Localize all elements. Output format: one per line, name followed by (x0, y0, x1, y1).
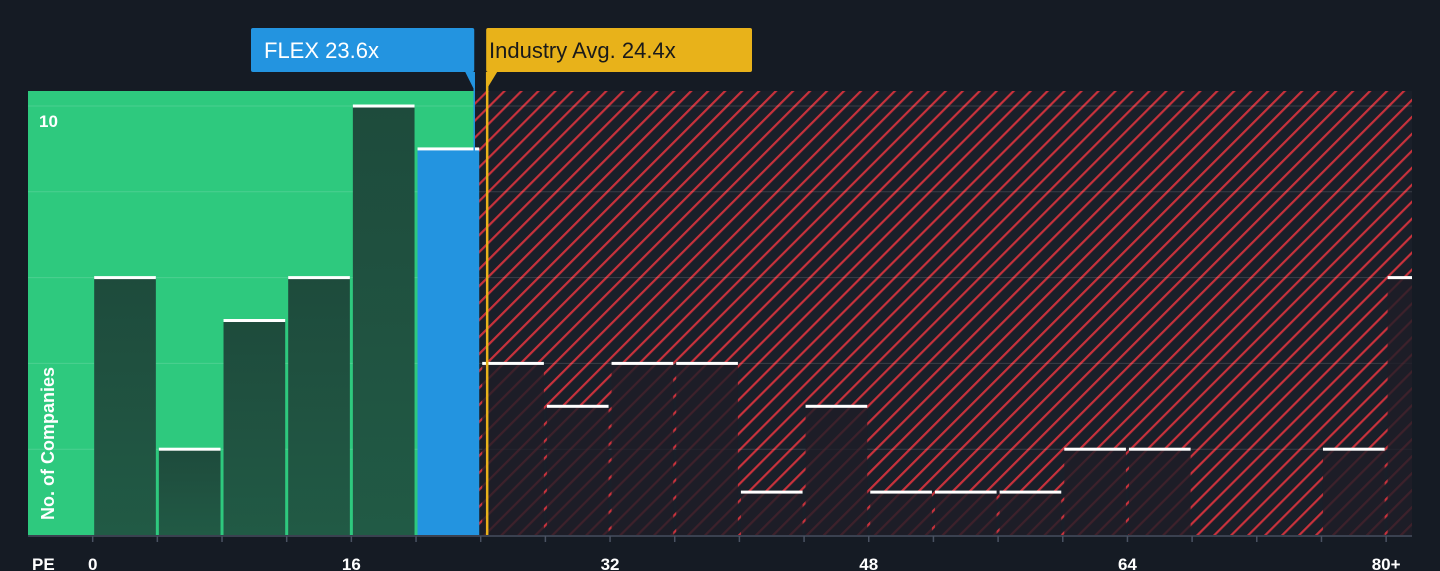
company-bin-bar (417, 148, 480, 536)
x-tick-label: 0 (88, 555, 97, 571)
bar-cap (352, 104, 415, 108)
bar-cap (288, 276, 350, 280)
histogram-bar (223, 320, 286, 535)
industry-average-label-box (486, 28, 752, 72)
histogram-bar (805, 406, 868, 535)
histogram-bar (676, 363, 738, 535)
histogram-bar (1128, 449, 1191, 535)
bar-cap (158, 447, 221, 451)
histogram-bar (546, 406, 609, 535)
x-tick-label: 32 (601, 555, 620, 571)
bar-cap (870, 490, 932, 494)
bar-cap (934, 490, 997, 494)
histogram-bar (999, 492, 1062, 535)
x-tick-label: 16 (342, 555, 361, 571)
x-axis-title: PE (32, 555, 55, 571)
bar-cap (546, 404, 609, 408)
histogram-bar (1322, 449, 1385, 535)
company-pe-pointer (465, 72, 475, 90)
bar-cap (740, 490, 803, 494)
histogram-bar (934, 492, 997, 535)
bar-cap (94, 276, 156, 280)
histogram-bar (158, 449, 221, 535)
histogram-bar (94, 277, 156, 535)
x-tick-label: 64 (1118, 555, 1137, 571)
company-pe-label: FLEX 23.6x (264, 38, 379, 63)
bar-cap (1064, 447, 1126, 451)
bar-cap (482, 361, 544, 365)
histogram-bar (1064, 449, 1126, 535)
y-max-label: 10 (39, 112, 58, 131)
histogram-bar (870, 492, 932, 535)
bar-cap (999, 490, 1062, 494)
company-pe-label-box (251, 28, 475, 72)
bar-cap (1128, 447, 1191, 451)
histogram-bar (740, 492, 803, 535)
x-tick-label: 48 (859, 555, 878, 571)
bar-cap (417, 147, 480, 151)
x-tick-label: 80+ (1372, 555, 1401, 571)
bar-cap (611, 361, 674, 365)
y-axis-title: No. of Companies (38, 367, 58, 520)
bar-cap (223, 319, 286, 323)
bar-cap (805, 404, 868, 408)
histogram-bar (482, 363, 544, 535)
bar-cap (676, 361, 738, 365)
histogram-bar (1387, 277, 1412, 535)
industry-average-pointer (486, 72, 498, 90)
industry-average-label: Industry Avg. 24.4x (489, 38, 676, 63)
histogram-bar (611, 363, 674, 535)
bar-cap (1387, 276, 1412, 280)
histogram-bar (288, 277, 350, 535)
bar-cap (1322, 447, 1385, 451)
histogram-bar (352, 106, 415, 535)
